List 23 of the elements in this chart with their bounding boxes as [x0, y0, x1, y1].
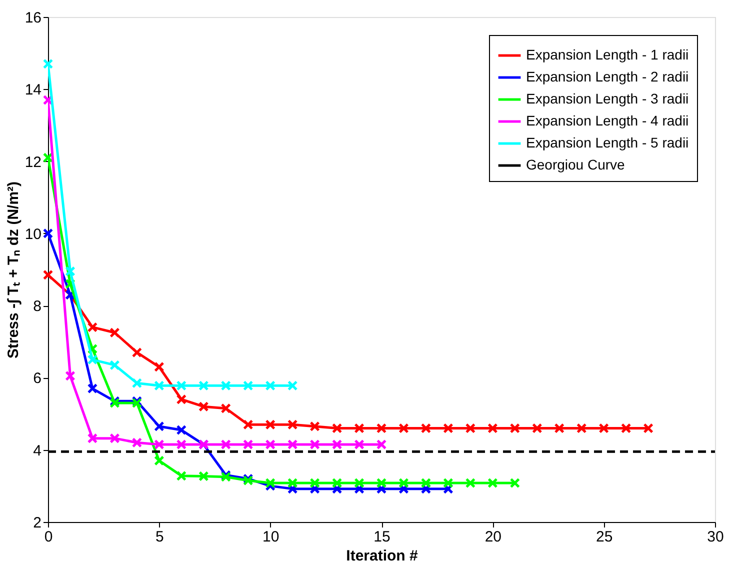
legend-label: Expansion Length - 4 radii — [526, 112, 689, 128]
y-tick-label: 12 — [24, 154, 42, 171]
x-tick-label: 10 — [262, 528, 280, 546]
y-tick-label: 4 — [33, 442, 42, 460]
legend-label: Expansion Length - 2 radii — [526, 68, 689, 84]
y-tick-label: 6 — [33, 370, 42, 388]
y-tick-label: 10 — [24, 226, 42, 243]
x-tick-label: 0 — [44, 528, 53, 546]
y-axis-title: Stress -∫ Tₜ + Tₙ dz (N/m²) — [4, 181, 22, 359]
x-tick-label: 5 — [155, 528, 164, 546]
legend-label: Expansion Length - 1 radii — [526, 46, 689, 62]
x-axis-title: Iteration # — [346, 548, 418, 564]
legend-label: Georgiou Curve — [526, 156, 626, 172]
x-tick-label: 15 — [374, 528, 390, 546]
x-tick-label: 25 — [596, 528, 613, 546]
y-tick-label: 8 — [33, 298, 42, 316]
legend-label: Expansion Length - 3 radii — [526, 90, 689, 106]
y-tick-label: 2 — [33, 514, 42, 532]
x-tick-label: 30 — [707, 528, 724, 546]
y-tick-label: 14 — [24, 82, 42, 99]
y-tick-label: 16 — [24, 10, 42, 26]
legend-label: Expansion Length - 5 radii — [526, 134, 689, 150]
x-tick-label: 20 — [484, 528, 502, 546]
